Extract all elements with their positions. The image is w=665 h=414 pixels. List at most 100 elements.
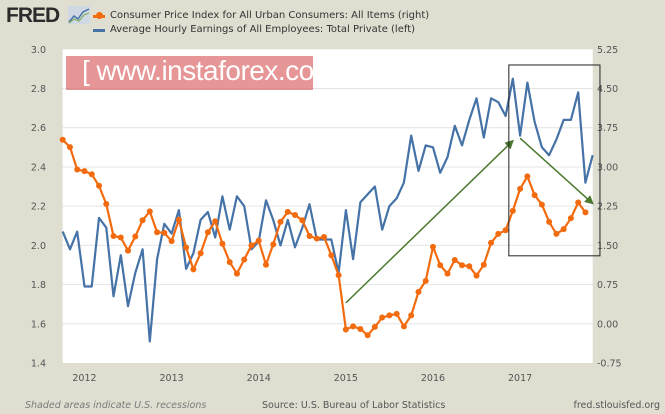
x-tick-label: 2012 [72,373,96,384]
cpi-data-point [371,323,378,330]
cpi-data-point [422,277,429,284]
earnings-line [61,77,594,343]
cpi-data-point [74,166,81,173]
cpi-data-point [59,136,66,143]
cpi-data-point [96,182,103,189]
cpi-data-point [212,218,219,225]
cpi-data-point [400,323,407,330]
highlight-box [508,64,601,257]
source-note: Source: U.S. Bureau of Labor Statistics [262,400,446,411]
cpi-data-point [270,241,277,248]
y-left-tick-label: 2.6 [31,123,46,134]
cpi-data-point [444,270,451,277]
cpi-data-point [538,201,545,208]
y-right-tick-label: -0.75 [597,359,622,370]
legend-item-earnings[interactable]: Average Hourly Earnings of All Employees… [93,23,429,37]
cpi-data-point [321,233,328,240]
y-left-tick-label: 2.0 [31,241,46,252]
fred-site-link[interactable]: fred.stlouisfed.org [573,400,661,411]
recession-note: Shaded areas indicate U.S. recessions [25,400,207,411]
cpi-data-point [480,261,487,268]
watermark: [ www.instaforex.com ] [66,55,352,90]
cpi-data-point [524,173,531,180]
cpi-data-point [292,212,299,219]
legend: Consumer Price Index for All Urban Consu… [93,9,429,37]
cpi-data-point [575,199,582,206]
cpi-data-point [560,226,567,233]
cpi-data-point [81,168,88,175]
cpi-data-point [393,310,400,317]
cpi-data-point [313,235,320,242]
y-right-tick-label: 2.25 [597,202,618,213]
y-right-tick-label: 3.75 [597,123,618,134]
cpi-data-point [357,326,364,333]
cpi-data-point [168,238,175,245]
x-tick-label: 2017 [508,373,532,384]
cpi-data-point [125,247,132,254]
cpi-data-point [350,323,357,330]
cpi-data-point [299,217,306,224]
cpi-data-point [139,217,146,224]
cpi-data-point [248,242,255,249]
cpi-data-point [175,216,182,223]
y-left-tick-label: 2.2 [31,202,46,213]
cpi-data-point [582,209,589,216]
legend-label: Consumer Price Index for All Urban Consu… [110,10,430,21]
cpi-data-point [88,171,95,178]
y-right-tick-label: 1.50 [597,241,618,252]
y-left-tick-label: 2.4 [31,162,46,173]
cpi-data-point [161,229,168,236]
cpi-data-point [342,326,349,333]
y-right-tick-label: 5.25 [597,45,618,56]
cpi-data-point [197,250,204,257]
y-right-tick-label: 3.00 [597,162,618,173]
cpi-data-point [103,201,110,208]
cpi-data-point [509,207,516,214]
legend-swatch-orange [93,12,105,19]
watermark-text: [ www.instaforex.com ] [82,55,352,86]
trend-arrow [519,137,594,205]
y-right-tick-label: 0.75 [597,280,618,291]
cpi-data-point [553,230,560,237]
cpi-data-point [154,229,161,236]
cpi-data-point [379,314,386,321]
x-tick-label: 2013 [160,373,184,384]
cpi-data-point [488,239,495,246]
y-left-tick-label: 1.8 [31,280,46,291]
legend-item-cpi[interactable]: Consumer Price Index for All Urban Consu… [93,9,429,23]
cpi-data-point [408,312,415,319]
cpi-data-point [241,256,248,263]
cpi-data-point [567,215,574,222]
cpi-data-point [226,259,233,266]
cpi-data-point [429,243,436,250]
y-right-tick-label: 0.00 [597,319,618,330]
cpi-data-point [335,272,342,279]
y-left-tick-label: 1.4 [31,359,46,370]
cpi-data-point [146,208,153,215]
cpi-data-point [110,232,117,239]
cpi-data-point [459,262,466,269]
fred-logo[interactable]: FRED [6,4,60,27]
cpi-data-point [328,252,335,259]
cpi-data-point [66,144,73,151]
cpi-data-point [255,237,262,244]
y-left-tick-label: 2.8 [31,84,46,95]
cpi-data-point [517,185,524,192]
y-right-tick-label: 4.50 [597,84,618,95]
cpi-data-point [284,208,291,215]
legend-swatch-blue [93,28,105,32]
cpi-data-point [233,270,240,277]
cpi-data-point [364,332,371,339]
x-tick-label: 2016 [421,373,445,384]
cpi-data-point [386,312,393,319]
y-left-tick-label: 1.6 [31,319,46,330]
trend-arrow [345,139,514,304]
cpi-data-point [219,240,226,247]
cpi-data-point [183,244,190,251]
cpi-data-point [262,261,269,268]
cpi-data-point [277,218,284,225]
cpi-data-point [190,266,197,273]
x-tick-label: 2015 [334,373,358,384]
cpi-data-point [306,232,313,239]
